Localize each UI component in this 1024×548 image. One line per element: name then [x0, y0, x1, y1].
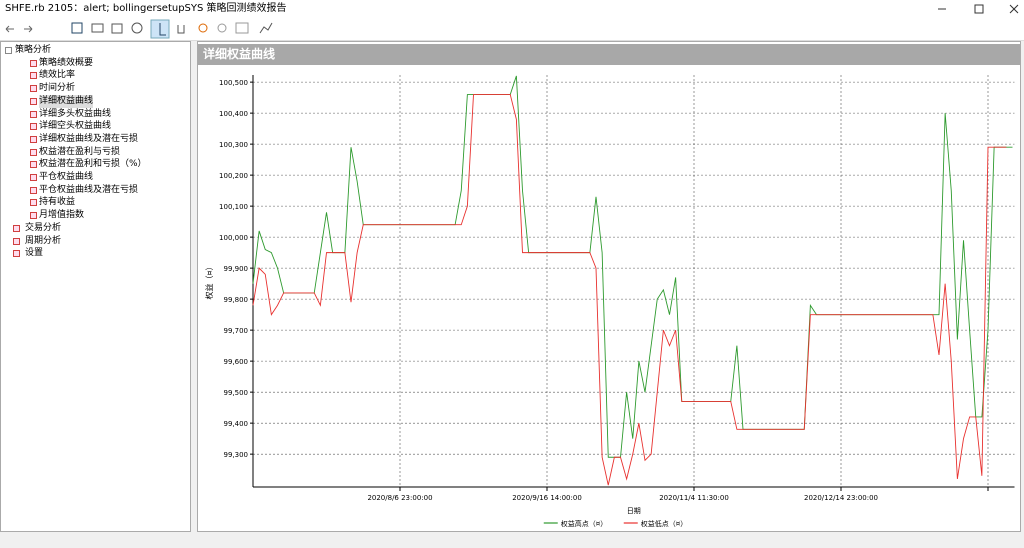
y-tick-label: 99,800	[224, 296, 249, 304]
y-tick-label: 100,000	[219, 234, 248, 242]
y-tick-label: 99,900	[224, 265, 249, 273]
tree-item[interactable]: 详细权益曲线	[39, 94, 94, 108]
tree-icon	[13, 224, 20, 232]
tree-icon	[30, 85, 37, 93]
y-tick-label: 100,400	[219, 110, 248, 118]
tree-icon	[30, 212, 37, 220]
tree-item[interactable]: 详细多头权益曲线	[39, 108, 112, 119]
tree-icon	[30, 72, 37, 80]
tree-icon	[13, 250, 20, 258]
tree-item[interactable]: 详细空头权益曲线	[39, 121, 112, 132]
tree-item[interactable]: 平仓权益曲线及潜在亏损	[39, 184, 139, 195]
tree-panel: 策略分析策略绩效概要 绩效比率时间分析 详细权益曲线 详细多头权益曲线 详细空头权益曲线…	[0, 41, 191, 532]
x-tick-label: 2020/9/16 14:00:00	[512, 494, 582, 502]
expander[interactable]	[5, 47, 12, 54]
legend-label: 权益低点（¤）	[641, 519, 687, 528]
chart: 99,300 99,400 99,500 99,600 99,700 99,800 99,9…	[204, 75, 1015, 528]
tree-item[interactable]: 权益潜在盈利与亏损	[39, 146, 121, 157]
title-bar: SHFE.rb 2105：alert; bollingersetupSYS 策略…	[0, 0, 1024, 18]
window-title: SHFE.rb 2105：alert; bollingersetupSYS 策略…	[5, 3, 287, 14]
tree-item[interactable]: 平仓权益曲线	[39, 172, 94, 182]
tree-item[interactable]: 设置	[25, 248, 44, 259]
tree-item[interactable]: 权益潜在盈利和亏损（%）	[39, 159, 147, 170]
x-tick-label: 2020/11/4 11:30:00	[659, 494, 729, 502]
tree-item[interactable]: 绩效比率	[39, 70, 76, 81]
y-tick-label: 99,600	[224, 358, 249, 366]
tree-icon	[30, 186, 37, 194]
y-tick-label: 99,500	[224, 389, 249, 397]
y-tick-label: 99,400	[224, 420, 249, 428]
tree-item[interactable]: 策略绩效概要	[39, 57, 94, 68]
tree-item[interactable]: 交易分析	[25, 222, 62, 233]
tree-item[interactable]: 周期分析	[25, 235, 62, 246]
toolbar-icons[interactable]	[0, 18, 300, 40]
series-line	[252, 75, 1013, 458]
y-tick-label: 100,300	[219, 141, 248, 149]
x-axis-label: 日期	[627, 507, 641, 515]
tree-icon	[30, 123, 37, 131]
x-tick-label: 2020/8/6 23:00:00	[367, 494, 432, 502]
window-buttons[interactable]	[930, 0, 1024, 18]
tree-icon	[30, 110, 37, 118]
y-tick-label: 99,700	[224, 327, 249, 335]
tree-item[interactable]: 持有收益	[39, 197, 76, 208]
tree-item[interactable]: 月增值指数	[39, 210, 85, 221]
legend-label: 权益高点（¤）	[561, 519, 607, 528]
toolbar	[0, 18, 1024, 41]
panel-title: 详细权益曲线	[198, 44, 1020, 65]
chart-panel: 详细权益曲线 99,300 99,400 99,500 99,600 99,700 99,…	[197, 41, 1021, 532]
series-line	[252, 94, 1007, 486]
y-axis-label: 权益（¤）	[204, 262, 214, 299]
tree-icon	[30, 199, 37, 207]
tree-item[interactable]: 时间分析	[39, 83, 76, 94]
tree-icon	[30, 174, 37, 181]
tree-icon	[30, 161, 37, 169]
y-tick-label: 100,100	[219, 203, 248, 211]
status-bar	[0, 535, 1024, 548]
tree-item[interactable]: 详细权益曲线及潜在亏损	[39, 133, 139, 144]
tree-icon	[30, 97, 37, 105]
tree-icon	[30, 135, 37, 143]
tree-item[interactable]: 策略分析	[15, 45, 52, 55]
tree-icon	[30, 59, 37, 67]
x-tick-label: 2020/12/14 23:00:00	[804, 494, 878, 502]
y-tick-label: 99,300	[224, 451, 249, 459]
y-tick-label: 100,500	[219, 79, 248, 87]
y-tick-label: 100,200	[219, 172, 248, 180]
tree-icon	[13, 237, 20, 245]
tree-icon	[30, 148, 37, 156]
